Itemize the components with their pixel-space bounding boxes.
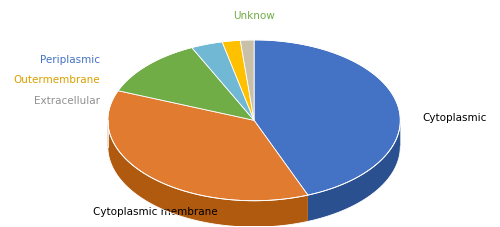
Polygon shape [254, 41, 400, 195]
Text: Cytoplasmic: Cytoplasmic [422, 113, 486, 123]
Polygon shape [240, 41, 254, 121]
Polygon shape [118, 48, 254, 121]
Text: Cytoplasmic membrane: Cytoplasmic membrane [93, 206, 218, 216]
Text: Periplasmic: Periplasmic [40, 55, 100, 65]
Text: Outermembrane: Outermembrane [14, 75, 101, 85]
Polygon shape [308, 120, 400, 222]
Polygon shape [192, 43, 254, 121]
Text: Unknow: Unknow [233, 11, 275, 21]
Polygon shape [222, 41, 254, 121]
Polygon shape [108, 91, 308, 201]
Polygon shape [108, 121, 308, 227]
Text: Extracellular: Extracellular [34, 95, 100, 105]
